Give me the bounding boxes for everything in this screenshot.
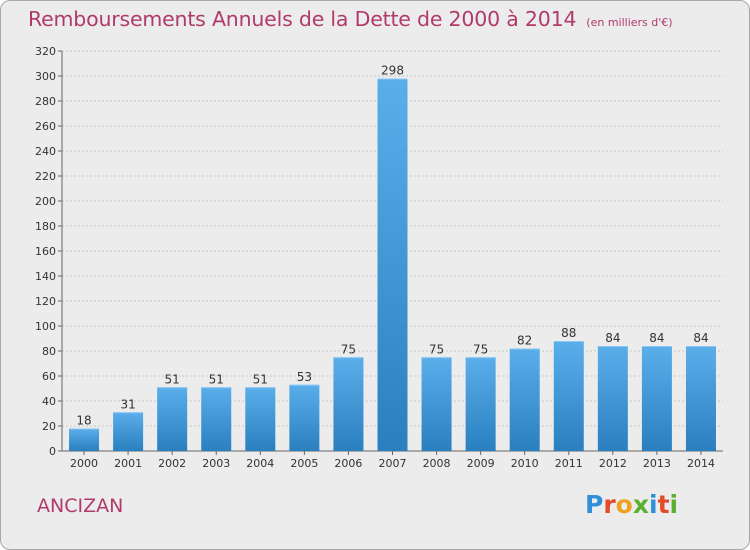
bar (245, 387, 276, 451)
y-tick-label: 200 (35, 195, 56, 208)
data-label: 75 (429, 342, 444, 356)
x-tick-label: 2003 (202, 457, 230, 470)
logo-letter: r (603, 490, 616, 519)
y-tick-label: 20 (42, 420, 56, 433)
data-label: 51 (209, 372, 224, 386)
y-tick-label: 160 (35, 245, 56, 258)
bar (421, 357, 452, 451)
bar (377, 78, 408, 451)
x-tick-label: 2000 (70, 457, 98, 470)
bar (641, 346, 672, 451)
x-tick-label: 2010 (511, 457, 539, 470)
y-tick-label: 280 (35, 95, 56, 108)
data-label: 84 (649, 331, 664, 345)
x-tick-label: 2009 (467, 457, 495, 470)
y-tick-label: 80 (42, 345, 56, 358)
bar (69, 428, 100, 451)
logo-letter: i (649, 490, 658, 519)
bar (333, 357, 364, 451)
y-tick-label: 40 (42, 395, 56, 408)
y-tick-label: 240 (35, 145, 56, 158)
proxiti-logo: Proxiti (585, 490, 678, 519)
x-tick-label: 2002 (158, 457, 186, 470)
x-tick-label: 2004 (246, 457, 274, 470)
bar (289, 384, 320, 451)
data-label: 84 (605, 331, 620, 345)
data-label: 298 (381, 64, 404, 78)
y-tick-label: 60 (42, 370, 56, 383)
data-label: 82 (517, 334, 532, 348)
bar (157, 387, 188, 451)
bar (113, 412, 144, 451)
chart-title: Remboursements Annuels de la Dette de 20… (28, 7, 673, 31)
data-label: 31 (120, 397, 135, 411)
x-tick-label: 2001 (114, 457, 142, 470)
bar (597, 346, 628, 451)
data-label: 18 (76, 414, 91, 428)
x-tick-label: 2013 (643, 457, 671, 470)
y-tick-label: 320 (35, 45, 56, 58)
data-label: 53 (297, 370, 312, 384)
logo-letter: i (669, 490, 679, 519)
x-tick-label: 2014 (687, 457, 715, 470)
x-tick-label: 2005 (290, 457, 318, 470)
x-tick-label: 2007 (379, 457, 407, 470)
bar (465, 357, 496, 451)
y-tick-label: 260 (35, 120, 56, 133)
logo-letter: t (657, 490, 670, 519)
data-label: 88 (561, 326, 576, 340)
commune-name: ANCIZAN (37, 495, 124, 517)
y-tick-label: 100 (35, 320, 56, 333)
logo-letter: x (632, 490, 649, 519)
y-tick-label: 220 (35, 170, 56, 183)
bar (509, 348, 540, 451)
x-tick-label: 2012 (599, 457, 627, 470)
chart-unit: (en milliers d'€) (586, 16, 673, 29)
data-label: 75 (473, 342, 488, 356)
logo-letter: o (615, 490, 633, 519)
logo-letter: P (585, 490, 604, 519)
bar (553, 341, 584, 451)
x-tick-label: 2011 (555, 457, 583, 470)
data-label: 75 (341, 342, 356, 356)
y-tick-label: 300 (35, 70, 56, 83)
data-label: 51 (253, 372, 268, 386)
y-tick-label: 120 (35, 295, 56, 308)
x-tick-label: 2008 (423, 457, 451, 470)
y-tick-label: 0 (49, 445, 56, 458)
chart-title-text: Remboursements Annuels de la Dette de 20… (28, 7, 577, 31)
bar (201, 387, 232, 451)
y-tick-label: 180 (35, 220, 56, 233)
y-tick-label: 140 (35, 270, 56, 283)
bar (685, 346, 716, 451)
data-label: 84 (693, 331, 708, 345)
data-label: 51 (165, 372, 180, 386)
x-tick-label: 2006 (334, 457, 362, 470)
